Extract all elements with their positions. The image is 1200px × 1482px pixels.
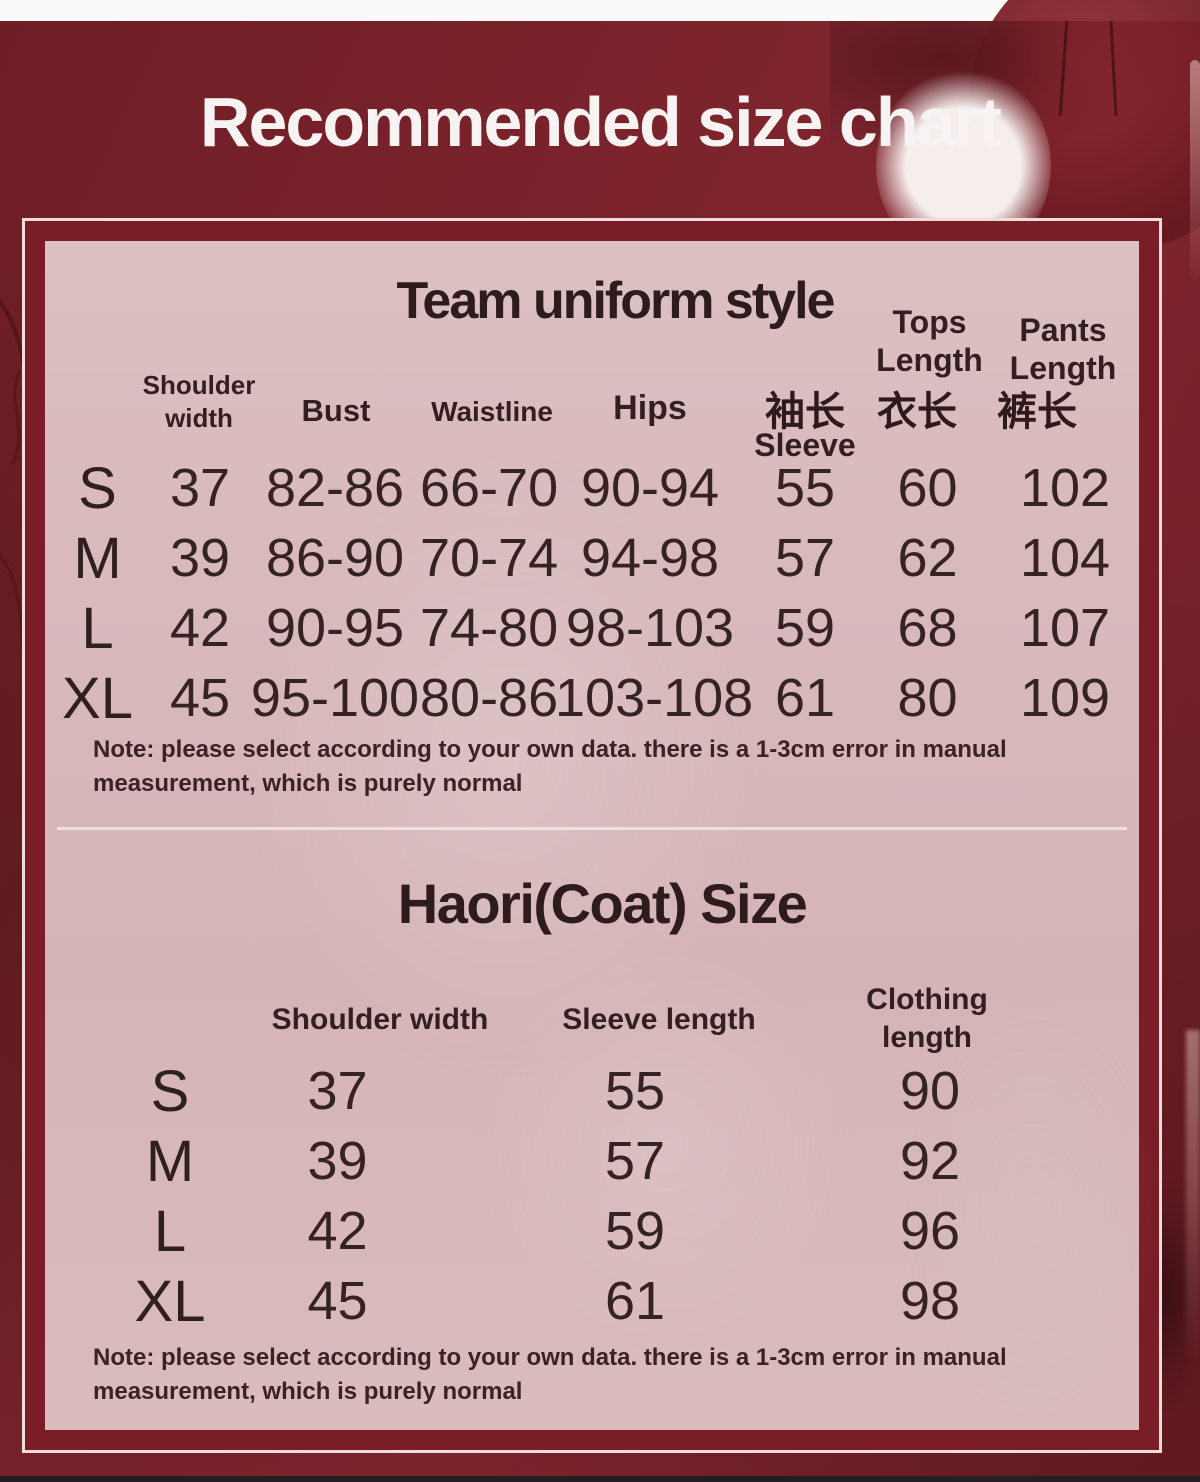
clothing-value: 90 xyxy=(899,1061,961,1121)
col-header-shoulder-width: Shoulder width xyxy=(271,1003,489,1036)
size-label: XL xyxy=(62,665,133,731)
pants-length-line1: Pants xyxy=(1019,312,1107,348)
uniform-table-body: S 37 82-86 66-70 90-94 55 60 102 M 39 86… xyxy=(45,453,1139,733)
sleeve-value: 57 xyxy=(604,1131,666,1191)
table-row: XL 45 61 98 xyxy=(45,1266,1139,1336)
shoulder-value: 37 xyxy=(169,458,231,518)
hips-value: 94-98 xyxy=(580,528,720,588)
waist-value: 70-74 xyxy=(420,528,559,588)
table-row: XL 45 95-100 80-86 103-108 61 80 109 xyxy=(45,663,1139,733)
col-header-shoulder-width: Shoulder width xyxy=(133,369,265,435)
clothing-value: 98 xyxy=(899,1271,961,1331)
pants-value: 107 xyxy=(1019,598,1111,658)
chart-frame: Team uniform style Tops Length Pants Len… xyxy=(22,218,1165,1453)
tops-length-line2: Length xyxy=(876,342,983,378)
col-header-waistline: Waistline xyxy=(431,396,553,427)
tops-value: 62 xyxy=(897,528,958,588)
shoulder-value: 37 xyxy=(307,1061,368,1121)
size-label: S xyxy=(150,1058,190,1124)
pants-value: 102 xyxy=(1019,458,1111,518)
tops-value: 68 xyxy=(897,598,958,658)
col-header-sleeve-length: Sleeve length xyxy=(562,1003,756,1036)
hips-value: 103-108 xyxy=(555,668,754,728)
shoulder-value: 42 xyxy=(169,598,231,658)
table-row: L 42 59 96 xyxy=(45,1196,1139,1266)
col-header-sleeve: Sleeve xyxy=(754,427,856,463)
sleeve-value: 59 xyxy=(774,598,836,658)
col-header-bust: Bust xyxy=(301,393,371,428)
watermark-decoration xyxy=(475,931,855,1361)
size-label: S xyxy=(78,455,117,521)
sleeve-value: 55 xyxy=(774,458,836,518)
clothing-length-line1: Clothing xyxy=(866,983,988,1016)
waist-value: 74-80 xyxy=(420,598,559,658)
bust-value: 90-95 xyxy=(265,598,405,658)
pants-value: 109 xyxy=(1019,668,1111,728)
col-header-hips: Hips xyxy=(613,389,687,427)
table-row: S 37 82-86 66-70 90-94 55 60 102 xyxy=(45,453,1139,523)
sleeve-value: 59 xyxy=(604,1201,666,1261)
bust-value: 82-86 xyxy=(265,458,405,518)
size-label: M xyxy=(145,1128,195,1194)
sleeve-value: 61 xyxy=(604,1271,666,1331)
tops-value: 60 xyxy=(897,458,958,518)
table-row: M 39 57 92 xyxy=(45,1126,1139,1196)
clothing-value: 96 xyxy=(899,1201,961,1261)
haori-table-body: S 37 55 90 M 39 57 92 L 42 59 96 xyxy=(45,1056,1139,1336)
sleeve-value: 57 xyxy=(774,528,836,588)
tops-value: 80 xyxy=(897,668,958,728)
col-header-sleeve-chinese: 袖长 xyxy=(765,388,845,435)
haori-table-note: Note: please select according to your ow… xyxy=(93,1341,1103,1409)
clothing-length-line2: length xyxy=(882,1021,972,1054)
shoulder-value: 39 xyxy=(169,528,231,588)
note-line1: Note: please select according to your ow… xyxy=(93,1344,1007,1371)
table-row: L 42 90-95 74-80 98-103 59 68 107 xyxy=(45,593,1139,663)
chart-panel: Team uniform style Tops Length Pants Len… xyxy=(45,241,1165,1430)
shoulder-value: 42 xyxy=(307,1201,368,1261)
top-white-strip xyxy=(0,0,1200,21)
shoulder-width-line2: width xyxy=(165,403,233,433)
hips-value: 98-103 xyxy=(565,598,735,658)
lantern-highlight xyxy=(1190,60,1200,280)
table-row: S 37 55 90 xyxy=(45,1056,1139,1126)
col-header-clothing-length: Clothing length xyxy=(843,981,1011,1057)
shoulder-width-line1: Shoulder xyxy=(142,370,256,400)
shoulder-value: 45 xyxy=(307,1271,368,1331)
size-label: L xyxy=(153,1198,187,1264)
note-line2: measurement, which is purely normal xyxy=(93,1378,523,1405)
table-row: M 39 86-90 70-74 94-98 57 62 104 xyxy=(45,523,1139,593)
uniform-table-note: Note: please select according to your ow… xyxy=(93,733,1103,801)
photo-figure-decoration xyxy=(1186,1030,1200,1360)
pants-value: 104 xyxy=(1019,528,1111,588)
bust-value: 86-90 xyxy=(265,528,405,588)
col-header-tops-chinese: 衣长 xyxy=(877,388,957,435)
sleeve-value: 55 xyxy=(604,1061,666,1121)
hips-value: 90-94 xyxy=(580,458,720,518)
watermark-decoration xyxy=(905,1001,1165,1421)
col-header-pants-length: Pants Length xyxy=(993,311,1133,387)
waist-value: 66-70 xyxy=(420,458,559,518)
bottom-dark-strip xyxy=(0,1476,1200,1482)
uniform-table-title: Team uniform style xyxy=(396,272,836,330)
col-header-pants-chinese: 裤长 xyxy=(997,388,1077,435)
bust-value: 95-100 xyxy=(250,668,420,728)
clothing-value: 92 xyxy=(899,1131,961,1191)
shoulder-value: 39 xyxy=(307,1131,368,1191)
size-label: M xyxy=(73,525,122,591)
waist-value: 80-86 xyxy=(420,668,559,728)
size-label: L xyxy=(81,595,114,661)
tops-length-line1: Tops xyxy=(892,304,967,340)
pants-length-line2: Length xyxy=(1009,350,1117,386)
note-line1: Note: please select according to your ow… xyxy=(93,736,1007,763)
page-title: Recommended size chart xyxy=(199,83,1002,161)
sleeve-value: 61 xyxy=(774,668,836,728)
note-line2: measurement, which is purely normal xyxy=(93,770,523,797)
section-divider xyxy=(57,827,1127,830)
haori-table-title: Haori(Coat) Size xyxy=(397,872,808,935)
size-label: XL xyxy=(134,1268,206,1334)
watermark-decoration xyxy=(245,441,765,1081)
col-header-tops-length: Tops Length xyxy=(867,303,992,379)
shoulder-value: 45 xyxy=(169,668,231,728)
